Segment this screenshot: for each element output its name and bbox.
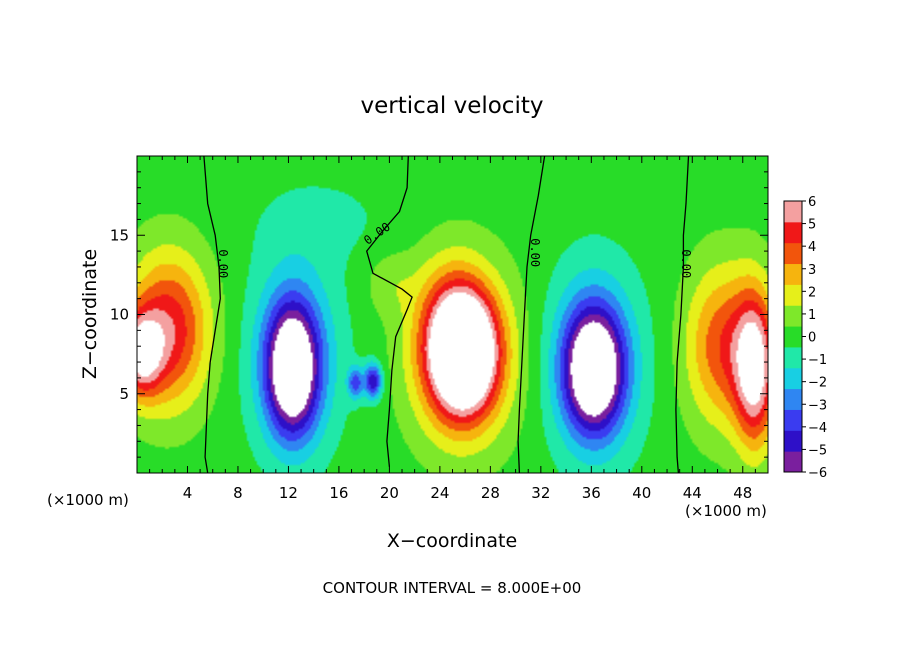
colorbar-swatch <box>784 430 802 452</box>
colorbar-tick-label: −3 <box>808 398 827 413</box>
colorbar-swatch <box>784 221 802 244</box>
y-axis-ticks: 5 10 15 <box>110 171 768 458</box>
contour-label: 0.00 <box>216 249 230 278</box>
colorbar-swatch <box>784 284 802 306</box>
x-tick-label: 8 <box>233 484 243 502</box>
colorbar-swatch <box>784 326 802 348</box>
colorbar-tick-label: −4 <box>808 421 827 436</box>
colorbar: 6 5 4 3 2 1 0 −1 −2 −3 −4 −5 −6 <box>783 195 827 481</box>
colorbar-tick-label: −1 <box>808 353 827 368</box>
colorbar-tick-label: −6 <box>808 466 827 481</box>
x-tick-label: 44 <box>683 484 702 502</box>
colorbar-swatch <box>784 263 802 285</box>
y-tick-label: 10 <box>110 306 129 324</box>
colorbar-tick-label: 2 <box>808 285 816 300</box>
y-axis-label: Z−coordinate <box>79 249 101 379</box>
y-tick-label: 15 <box>110 226 129 244</box>
colorbar-swatch <box>784 346 802 369</box>
colorbar-swatch <box>784 451 802 473</box>
colorbar-tick-label: 6 <box>808 195 816 210</box>
contour-interval-note: CONTOUR INTERVAL = 8.000E+00 <box>323 579 582 597</box>
colorbar-tick-label: −5 <box>808 443 827 458</box>
colorbar-swatch <box>784 305 802 327</box>
zero-contour-line <box>675 156 690 473</box>
x-axis-ticks: 4 8 12 16 20 24 28 32 36 40 44 48 <box>149 156 756 502</box>
x-tick-label: 16 <box>329 484 348 502</box>
x-unit-left: (×1000 m) <box>47 491 129 509</box>
zero-contour-line <box>203 156 221 473</box>
x-tick-label: 4 <box>183 484 193 502</box>
x-tick-label: 28 <box>481 484 500 502</box>
y-tick-label: 5 <box>119 385 129 403</box>
colorbar-tick-label: 1 <box>808 308 816 323</box>
x-unit-right: (×1000 m) <box>685 502 767 520</box>
colorbar-tick-label: 4 <box>808 240 816 255</box>
chart-title: vertical velocity <box>361 93 544 119</box>
contour-lines <box>203 156 690 473</box>
plot-area <box>137 156 768 473</box>
colorbar-tick-label: −2 <box>808 376 827 391</box>
colorbar-swatch <box>784 367 802 390</box>
contour-label: 0.00 <box>679 249 693 278</box>
x-tick-label: 40 <box>632 484 651 502</box>
x-axis-label: X−coordinate <box>387 530 517 552</box>
colorbar-swatch <box>784 388 802 410</box>
x-tick-label: 20 <box>380 484 399 502</box>
x-tick-label: 32 <box>531 484 550 502</box>
x-tick-label: 36 <box>582 484 601 502</box>
x-tick-label: 24 <box>430 484 449 502</box>
colorbar-swatch <box>784 409 802 431</box>
colorbar-tick-label: 0 <box>808 331 816 346</box>
zero-contour-line <box>365 156 413 467</box>
colorbar-tick-label: 3 <box>808 263 816 278</box>
colorbar-tick-label: 5 <box>808 218 816 233</box>
x-tick-label: 48 <box>733 484 752 502</box>
contour-label: 0.00 <box>528 238 542 267</box>
colorbar-swatch <box>784 242 802 265</box>
x-tick-label: 12 <box>279 484 298 502</box>
zero-contour-line <box>517 156 546 473</box>
velocity-heatmap <box>137 156 768 473</box>
colorbar-swatch <box>784 201 802 223</box>
